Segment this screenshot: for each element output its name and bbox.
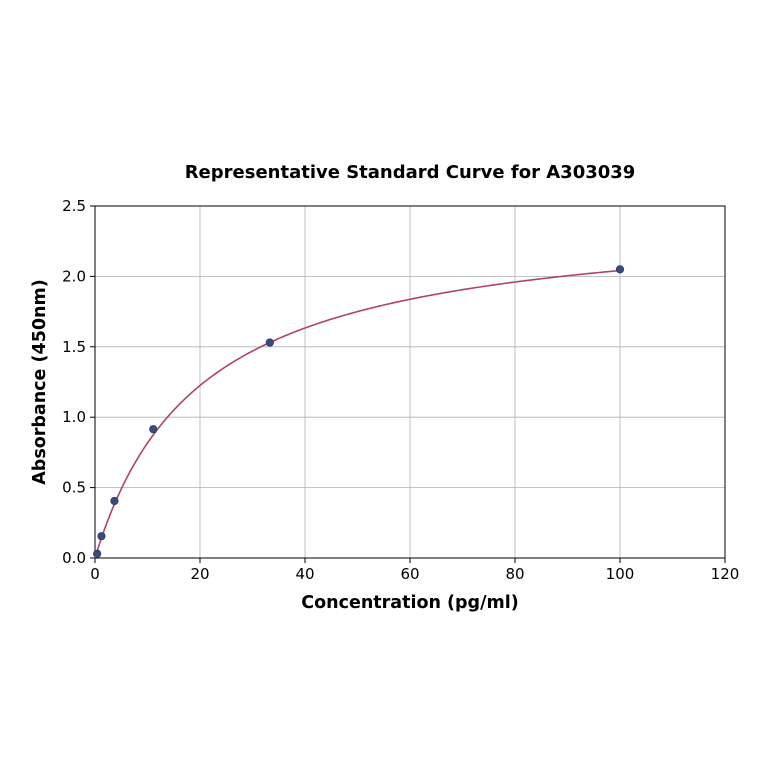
y-tick-label: 2.0	[62, 267, 86, 285]
data-point	[265, 338, 274, 347]
x-tick-label: 40	[295, 565, 314, 583]
data-point	[97, 532, 106, 541]
y-tick-label: 2.5	[62, 197, 86, 215]
y-axis-ticks: 0.0 0.5 1.0 1.5 2.0 2.5	[62, 197, 95, 567]
x-tick-label: 80	[505, 565, 524, 583]
data-point	[615, 265, 625, 274]
x-tick-label: 60	[400, 565, 419, 583]
x-tick-label: 20	[190, 565, 209, 583]
x-tick-label: 0	[90, 565, 100, 583]
chart-title: Representative Standard Curve for A30303…	[185, 162, 636, 183]
x-tick-label: 100	[606, 565, 635, 583]
data-point	[110, 496, 119, 506]
y-axis-label: Absorbance (450nm)	[30, 279, 50, 485]
grid-lines	[94, 205, 726, 559]
x-axis-label: Concentration (pg/ml)	[301, 593, 518, 613]
x-axis-ticks: 0 20 40 60 80 100 120	[90, 558, 739, 583]
data-points	[93, 265, 625, 558]
y-tick-label: 1.5	[62, 338, 86, 356]
y-tick-label: 0.0	[62, 549, 86, 567]
y-tick-label: 0.5	[62, 479, 86, 497]
data-point	[93, 549, 102, 558]
data-point	[149, 425, 158, 434]
x-tick-label: 120	[711, 565, 740, 583]
y-tick-label: 1.0	[62, 408, 86, 426]
fitted-curve-line	[94, 269, 621, 559]
